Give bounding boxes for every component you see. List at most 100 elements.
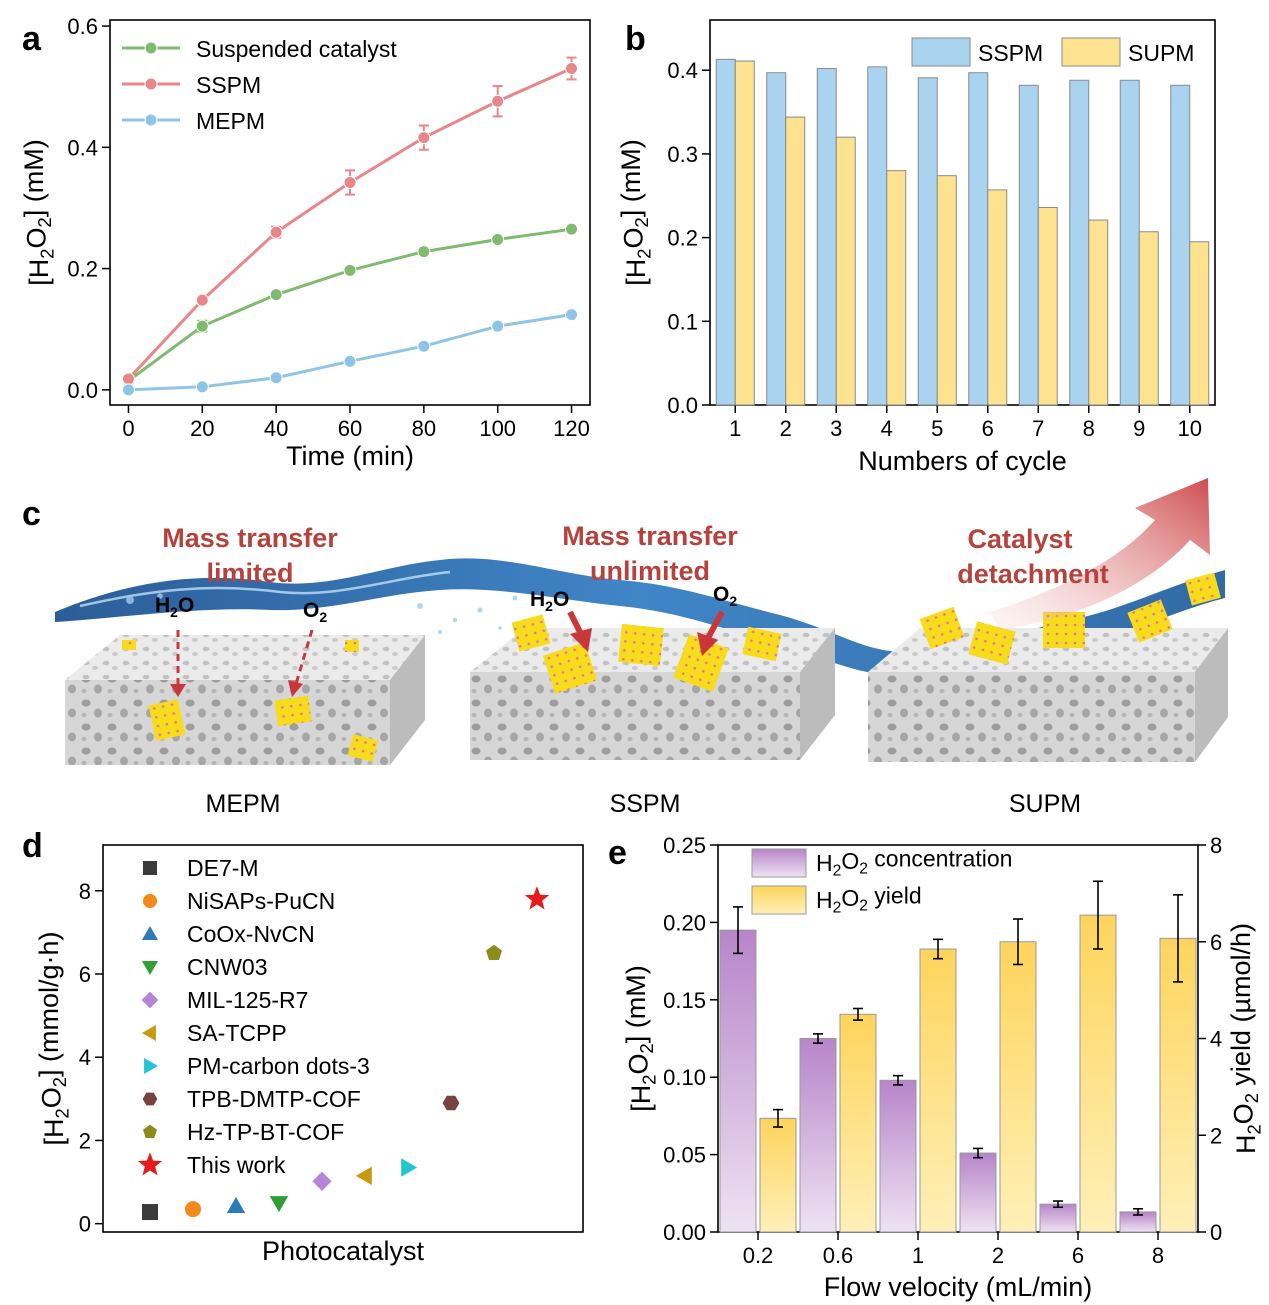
chart-d-legend-label: This work [187,1152,286,1178]
chart-a-xtick-label: 60 [338,416,362,441]
chart-a-point [417,339,431,353]
mepm-catalyst-3 [347,734,379,762]
supm-label-top: Catalyst [967,524,1072,554]
chart-e-xtick-label: 0.6 [823,1243,854,1268]
chart-e-bar-concentration [799,1038,837,1233]
chart-a-legend-label: SSPM [196,72,261,98]
chart-d-ytick-label: 4 [79,1045,91,1070]
chart-a-legend-label: Suspended catalyst [196,36,397,62]
chart-d-point [269,1196,289,1213]
sspm-catalyst-3 [618,623,664,667]
chart-d-legend-label: NiSAPs-PuCN [187,888,335,914]
caption-supm: SUPM [1009,790,1081,818]
chart-e-bar-yield [919,948,957,1233]
chart-b-ytick-label: 0.2 [667,226,698,251]
chart-a-point [417,131,431,145]
chart-a-point [121,372,135,386]
mepm-block [65,629,425,765]
chart-d-point [355,1166,372,1186]
mepm-arrow-h2o-head [170,684,186,697]
chart-a-xtick-label: 20 [190,416,214,441]
chart-b-bar-supm [785,116,806,406]
chart-b-xtick-label: 4 [881,416,893,441]
chart-a-point [491,232,505,246]
chart-e-xtick-label: 0.2 [743,1243,774,1268]
chart-a-xtick-label: 100 [479,416,516,441]
chart-b-xtick-label: 1 [729,416,741,441]
chart-e-ytick-right-label: 2 [1210,1123,1222,1148]
chart-d-legend-marker [141,961,159,976]
chart-d-point [226,1197,246,1213]
chart-a-point [195,319,209,333]
sspm-label-top: Mass transfer [562,521,738,551]
chart-d-ytick-label: 2 [79,1128,91,1153]
chart-b-bars: 0.0 0.1 0.2 0.3 0.4 1 2 3 4 5 6 7 8 9 10 Numbers of cyc… [616,19,1216,476]
chart-e-legend-swatch [751,848,807,878]
chart-d-legend-marker [137,1152,163,1176]
chart-d-legend-label: DE7-M [187,855,259,881]
chart-a-point [269,371,283,385]
chart-d-point [185,1201,201,1218]
chart-b-bar-sspm [766,72,787,406]
chart-b-bar-sspm [1018,84,1039,406]
chart-a-point [121,383,135,397]
chart-e-ytick-label: 0.00 [663,1220,706,1245]
chart-a-xtick-label: 0 [122,416,134,441]
chart-a-ytick-label: 0.0 [67,378,98,403]
chart-e-ytick-label: 0.15 [663,988,706,1013]
chart-b-bar-supm [886,170,907,406]
chart-d-legend-label: SA-TCPP [187,1020,287,1046]
chart-d-legend-label: Hz-TP-BT-COF [187,1119,344,1145]
chart-b-bar-supm [936,175,957,406]
chart-a-point [565,222,579,236]
chart-d-legend-marker [143,861,157,875]
supm-label-bottom: detachment [957,559,1109,589]
chart-b-xtick-label: 6 [982,416,994,441]
chart-a-ytick-label: 0.2 [67,257,98,282]
chart-e-legend-label: H2O2 yield [816,883,922,917]
chart-b-ylabel: [H2O2] (mM) [616,139,655,285]
supm-catalyst-4 [1127,599,1173,643]
detachment-arrow [990,478,1210,630]
chart-a-series-line [128,313,572,392]
chart-e-legend-swatch [751,885,807,915]
supm-catalyst-5 [1185,572,1221,606]
chart-e-xtick-label: 1 [912,1243,924,1268]
chart-e-ytick-right-label: 8 [1210,833,1222,858]
sspm-o2-label: O2 [713,583,737,609]
chart-d-legend-marker [141,925,159,940]
chart-e-bars: 0.00 0.05 0.10 0.15 0.20 0.25 0 2 4 6 8 0.2 0.6 1 2 6 8 F… [621,833,1265,1302]
chart-a-point [343,175,357,189]
chart-e-xlabel: Flow velocity (mL/min) [824,1272,1093,1302]
chart-a-legend-marker [144,77,158,91]
chart-a-frame [109,19,591,406]
chart-a-point [417,245,431,259]
chart-e-bar-concentration [959,1152,997,1233]
mepm-catalyst-4 [122,640,136,650]
chart-a-point [565,308,579,322]
chart-e-ytick-label: 0.10 [663,1065,706,1090]
chart-a-legend-label: MEPM [196,108,265,134]
chart-a-point [269,288,283,302]
supm-catalyst-2 [968,621,1016,665]
chart-d-point [401,1158,418,1177]
chart-b-xlabel: Numbers of cycle [858,446,1067,476]
chart-a-point [343,263,357,277]
chart-d-point [442,1095,460,1111]
chart-b-ytick-label: 0.0 [667,393,698,418]
chart-a-legend-marker [144,113,158,127]
chart-d-ylabel: [H2O2] (mmol/g·h) [34,932,73,1146]
chart-d-point [486,944,502,960]
caption-mepm: MEPM [206,790,281,818]
chart-b-legend-label: SSPM [978,40,1043,66]
mepm-h2o-label: H2O [155,594,194,620]
chart-a-xtick-label: 40 [264,416,288,441]
chart-e-ytick-right-label: 4 [1210,1027,1222,1052]
chart-b-ytick-label: 0.1 [667,309,698,334]
chart-b-bar-supm [987,189,1008,406]
chart-d-legend-marker [144,1057,159,1075]
chart-b-ytick-label: 0.3 [667,142,698,167]
chart-b-bar-sspm [1119,79,1140,406]
chart-e-bar-yield [1079,914,1117,1233]
